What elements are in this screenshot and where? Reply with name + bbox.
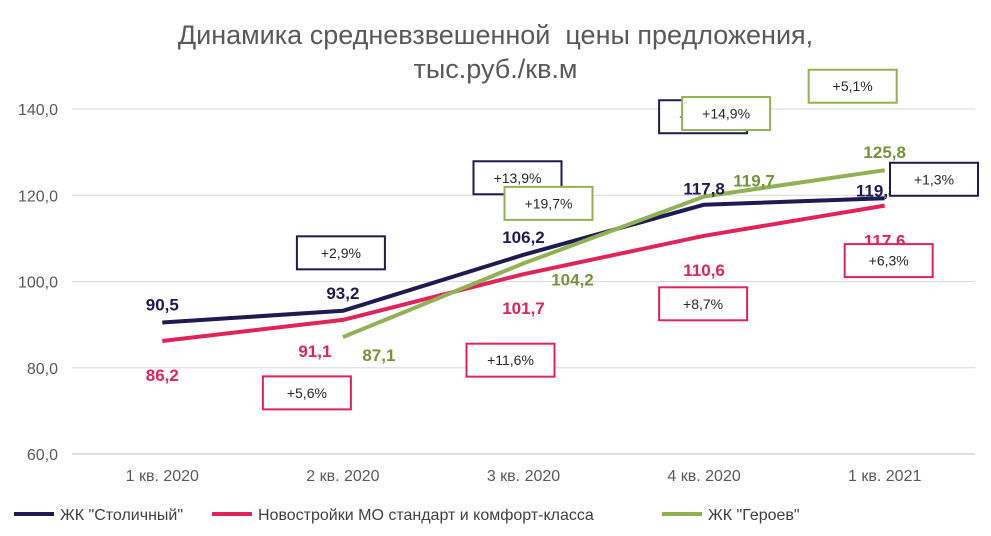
data-label: 119,7 <box>733 172 775 191</box>
change-label: +2,9% <box>321 245 361 261</box>
chart-title-line-1: Динамика средневзвешенной цены предложен… <box>177 20 814 50</box>
data-label: 106,2 <box>502 228 545 247</box>
change-label: +13,9% <box>494 170 542 186</box>
chart-title-line-2: тыс.руб./кв.м <box>413 54 578 84</box>
change-label: +14,9% <box>702 106 750 122</box>
x-tick-label: 1 кв. 2020 <box>126 468 199 485</box>
y-tick-label: 100,0 <box>18 275 58 292</box>
change-label: +5,1% <box>833 78 873 94</box>
y-tick-label: 60,0 <box>27 447 58 464</box>
chart-title: Динамика средневзвешенной цены предложен… <box>0 18 991 86</box>
legend: ЖК "Столичный" Новостройки МО стандарт и … <box>14 507 800 524</box>
change-box <box>658 286 749 322</box>
legend-label-1: Новостройки МО стандарт и комфорт-класса <box>258 507 594 524</box>
change-box <box>843 243 934 279</box>
change-box <box>465 342 556 378</box>
change-box <box>807 68 898 104</box>
data-label: 91,1 <box>298 342 331 361</box>
change-label: +19,7% <box>525 195 573 211</box>
change-label: +11,6% <box>487 352 534 368</box>
x-tick-label: 1 кв. 2021 <box>848 468 921 485</box>
data-label: 117,8 <box>683 180 725 199</box>
y-tick-label: 80,0 <box>27 361 58 378</box>
data-label: 125,8 <box>863 143 906 162</box>
change-label: +6,3% <box>869 253 909 269</box>
change-box <box>295 235 386 271</box>
data-label: 104,2 <box>551 270 594 289</box>
change-label: +5,6% <box>287 385 327 401</box>
series-line-2 <box>342 168 885 339</box>
change-label: +8,7% <box>683 296 723 312</box>
y-tick-label: 140,0 <box>18 102 58 119</box>
data-label: 110,6 <box>683 261 725 280</box>
data-label: 93,2 <box>326 284 359 303</box>
data-label: 86,2 <box>146 366 179 385</box>
series-line-1 <box>162 203 886 343</box>
data-label: 119,3 <box>856 181 898 200</box>
data-labels: 90,5 93,2 106,2 117,8 119,3 86,2 91,1 101,7 110,… <box>146 68 979 411</box>
series-lines <box>162 168 886 343</box>
data-label: 101,7 <box>502 299 545 318</box>
change-box <box>889 161 979 197</box>
x-tick-label: 4 кв. 2020 <box>667 468 740 485</box>
change-box <box>261 375 352 411</box>
change-box <box>681 96 772 132</box>
data-label: 90,5 <box>146 295 179 314</box>
data-label: 87,1 <box>362 346 395 365</box>
legend-label-2: ЖК "Героев" <box>708 507 800 524</box>
x-tick-label: 2 кв. 2020 <box>306 468 379 485</box>
x-tick-label: 3 кв. 2020 <box>487 468 560 485</box>
change-label: +1,3% <box>914 171 954 187</box>
y-tick-label: 120,0 <box>18 188 58 205</box>
change-box <box>503 185 594 221</box>
series-line-0 <box>162 196 885 325</box>
legend-label-0: ЖК "Столичный" <box>60 507 183 524</box>
axes: 60,0 80,0 100,0 120,0 140,0 1 кв. 2020 2 кв. 2… <box>18 102 975 485</box>
